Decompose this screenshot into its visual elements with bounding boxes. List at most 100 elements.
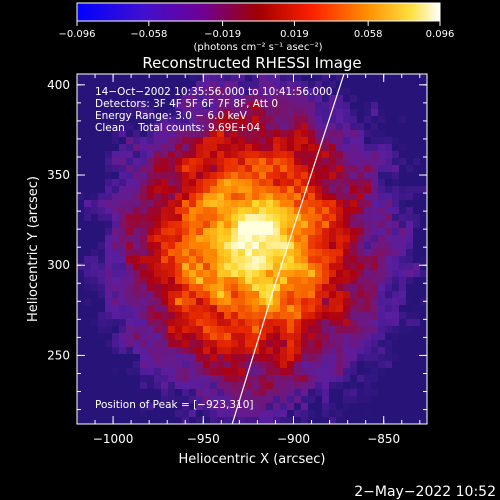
heatmap-cell bbox=[161, 242, 169, 250]
heatmap-cell bbox=[371, 179, 379, 187]
heatmap-cell bbox=[252, 361, 260, 369]
heatmap-cell bbox=[161, 417, 169, 424]
heatmap-cell bbox=[105, 74, 113, 82]
heatmap-cell bbox=[147, 207, 155, 215]
heatmap-cell bbox=[399, 263, 407, 271]
heatmap-cell bbox=[126, 270, 134, 278]
heatmap-cell bbox=[238, 382, 246, 390]
heatmap-cell bbox=[280, 277, 288, 285]
heatmap-cell bbox=[105, 319, 113, 327]
heatmap-cell bbox=[357, 298, 365, 306]
heatmap-cell bbox=[84, 88, 92, 96]
heatmap-cell bbox=[252, 200, 260, 208]
heatmap-cell bbox=[350, 361, 358, 369]
heatmap-cell bbox=[280, 102, 288, 110]
heatmap-cell bbox=[245, 249, 253, 257]
heatmap-cell bbox=[343, 214, 351, 222]
heatmap-cell bbox=[266, 172, 274, 180]
heatmap-cell bbox=[210, 410, 218, 418]
heatmap-cell bbox=[273, 298, 281, 306]
heatmap-cell bbox=[84, 256, 92, 264]
heatmap-cell bbox=[196, 102, 204, 110]
heatmap-cell bbox=[336, 291, 344, 299]
heatmap-cell bbox=[371, 403, 379, 411]
heatmap-cell bbox=[224, 193, 232, 201]
heatmap-cell bbox=[420, 88, 427, 96]
heatmap-cell bbox=[329, 333, 337, 341]
heatmap-cell bbox=[336, 74, 344, 82]
heatmap-cell bbox=[175, 361, 183, 369]
heatmap-cell bbox=[84, 116, 92, 124]
heatmap-cell bbox=[315, 340, 323, 348]
heatmap-cell bbox=[420, 333, 427, 341]
heatmap-cell bbox=[343, 81, 351, 89]
heatmap-cell bbox=[161, 396, 169, 404]
heatmap-cell bbox=[364, 221, 372, 229]
heatmap-cell bbox=[259, 417, 267, 424]
heatmap-cell bbox=[364, 284, 372, 292]
heatmap-cell bbox=[252, 88, 260, 96]
heatmap-cell bbox=[140, 298, 148, 306]
x-tick-label: −950 bbox=[187, 432, 220, 446]
heatmap-cell bbox=[140, 158, 148, 166]
heatmap-cell bbox=[77, 277, 85, 285]
heatmap-cell bbox=[378, 151, 386, 159]
heatmap-cell bbox=[322, 410, 330, 418]
heatmap-cell bbox=[203, 193, 211, 201]
heatmap-cell bbox=[378, 375, 386, 383]
heatmap-cell bbox=[329, 312, 337, 320]
heatmap-cell bbox=[119, 207, 127, 215]
heatmap-cell bbox=[161, 207, 169, 215]
heatmap-cell bbox=[343, 193, 351, 201]
heatmap-cell bbox=[364, 151, 372, 159]
heatmap-cell bbox=[105, 389, 113, 397]
heatmap-cell bbox=[308, 214, 316, 222]
heatmap-cell bbox=[77, 312, 85, 320]
heatmap-cell bbox=[112, 179, 120, 187]
heatmap-cell bbox=[119, 354, 127, 362]
heatmap-cell bbox=[308, 382, 316, 390]
heatmap-cell bbox=[217, 221, 225, 229]
heatmap-cell bbox=[357, 410, 365, 418]
heatmap-cell bbox=[231, 242, 239, 250]
heatmap-cell bbox=[322, 74, 330, 82]
heatmap-cell bbox=[252, 137, 260, 145]
heatmap-cell bbox=[245, 235, 253, 243]
heatmap-cell bbox=[182, 284, 190, 292]
heatmap-cell bbox=[210, 214, 218, 222]
heatmap-cell bbox=[238, 200, 246, 208]
heatmap-cell bbox=[343, 130, 351, 138]
heatmap-cell bbox=[182, 123, 190, 131]
heatmap-cell bbox=[189, 410, 197, 418]
heatmap-cell bbox=[182, 361, 190, 369]
heatmap-cell bbox=[77, 186, 85, 194]
heatmap-cell bbox=[287, 417, 295, 424]
heatmap-cell bbox=[196, 249, 204, 257]
heatmap-cell bbox=[322, 403, 330, 411]
heatmap-cell bbox=[84, 172, 92, 180]
y-axis-label: Heliocentric Y (arcsec) bbox=[26, 176, 41, 322]
heatmap-cell bbox=[147, 375, 155, 383]
heatmap-cell bbox=[189, 319, 197, 327]
heatmap-cell bbox=[182, 144, 190, 152]
heatmap-cell bbox=[392, 284, 400, 292]
heatmap-cell bbox=[119, 193, 127, 201]
heatmap-cell bbox=[238, 102, 246, 110]
heatmap-cell bbox=[154, 200, 162, 208]
heatmap-cell bbox=[399, 81, 407, 89]
heatmap-cell bbox=[140, 333, 148, 341]
heatmap-cell bbox=[238, 130, 246, 138]
heatmap-cell bbox=[84, 242, 92, 250]
heatmap-cell bbox=[133, 368, 141, 376]
heatmap-cell bbox=[189, 74, 197, 82]
heatmap-cell bbox=[182, 340, 190, 348]
heatmap-cell bbox=[308, 389, 316, 397]
heatmap-cell bbox=[294, 88, 302, 96]
heatmap-cell bbox=[133, 249, 141, 257]
heatmap-cell bbox=[315, 193, 323, 201]
heatmap-cell bbox=[301, 158, 309, 166]
heatmap-cell bbox=[182, 116, 190, 124]
heatmap-cell bbox=[196, 151, 204, 159]
heatmap-cell bbox=[336, 137, 344, 145]
heatmap-cell bbox=[168, 81, 176, 89]
